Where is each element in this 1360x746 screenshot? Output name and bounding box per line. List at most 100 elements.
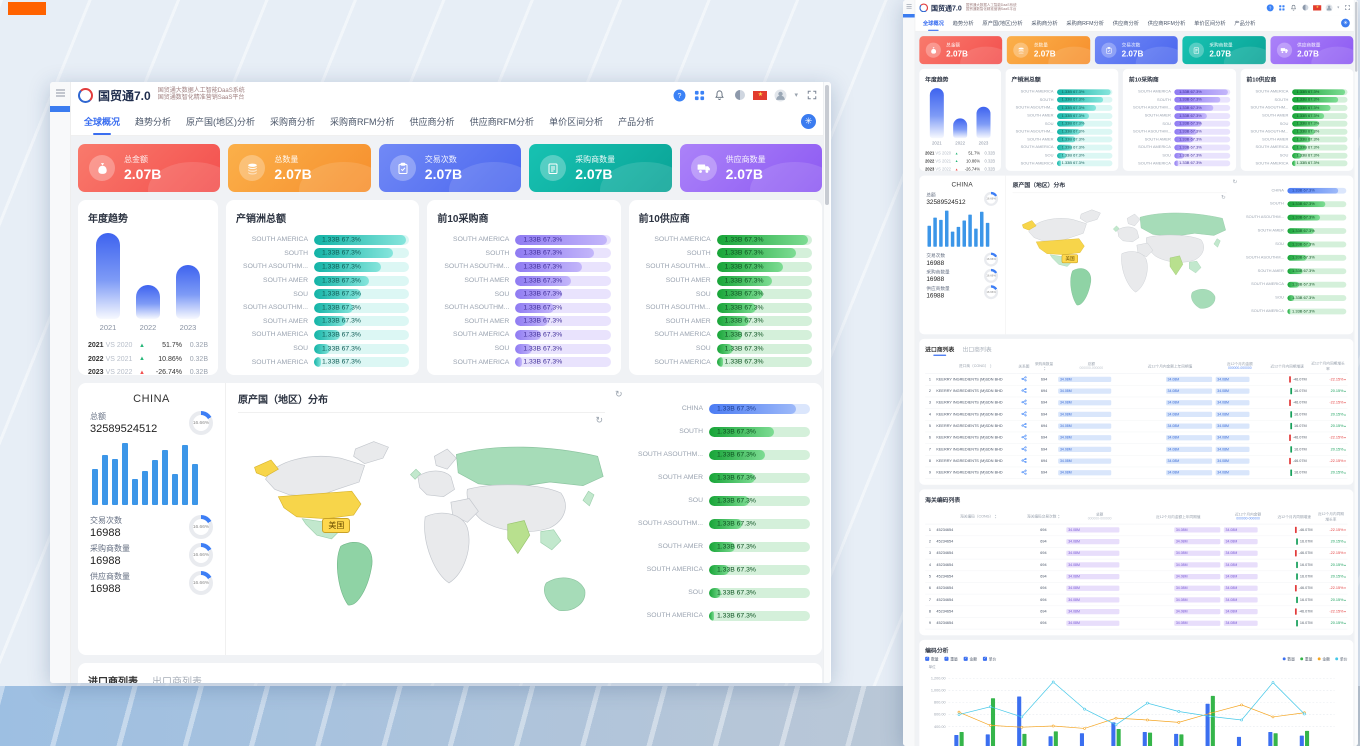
rank-row[interactable]: SOUTH AMER 1.33B 67.3% [236,274,410,288]
table-row[interactable]: 4 45234654 694 34.08M 34.08M 34.08M 16.0… [925,559,1348,572]
rank-row[interactable]: SOU 1.33B 67.3% [437,342,611,356]
col-count[interactable]: 海关编码交易次数▲ ▼ [1022,508,1065,525]
customs-code[interactable]: 45234654 [934,617,1023,630]
hamburger-icon[interactable] [55,89,65,97]
company-name[interactable]: KEERRY INGREDIENTS (M)SDN BHD [934,408,1017,421]
table-row[interactable]: 9 KEERRY INGREDIENTS (M)SDN BHD 694 34.0… [925,466,1348,479]
kpi-card-total-amount[interactable]: 总金额 2.07B [78,144,221,192]
country-rank-row[interactable]: SOUTH AMERICA 1.33B 67.3% [1234,278,1347,291]
expand-icon[interactable] [1343,4,1351,12]
nav-tab[interactable]: 趋势分析 [952,20,974,27]
table-row[interactable]: 4 KEERRY INGREDIENTS (M)SDN BHD 694 34.0… [925,408,1348,421]
rank-row[interactable]: SOUTH ASOUTHM... 1.33B 67.3% [1246,128,1348,136]
company-name[interactable]: KEERRY INGREDIENTS (M)SDN BHD [934,420,1017,433]
customs-code[interactable]: 45234654 [934,547,1023,560]
company-name[interactable]: KEERRY INGREDIENTS (M)SDN BHD [934,373,1017,386]
theme-icon[interactable] [733,89,746,102]
nav-tab[interactable]: 单价区间分析 [549,117,604,127]
col-amount[interactable]: 总额 000000-000000 [1064,508,1135,525]
annual-bar[interactable] [136,284,160,319]
table-row[interactable]: 9 45234654 694 34.08M 34.08M 34.08M 16.0… [925,617,1348,630]
rank-row[interactable]: SOUTH ASOUTHM... 1.33B 67.3% [236,260,410,274]
relation-graph-icon[interactable] [1016,396,1032,409]
chevron-down-icon[interactable]: ▾ [1337,5,1340,10]
legend-checkbox-item[interactable]: 重量 [944,656,958,661]
rank-row[interactable]: SOUTH AMERICA 1.33B 67.3% [1129,144,1231,152]
kpi-card-total-quantity[interactable]: 总数量 2.07B [1007,36,1091,65]
rank-row[interactable]: SOU 1.33B 67.3% [1129,120,1231,128]
table-row[interactable]: 1 KEERRY INGREDIENTS (M)SDN BHD 694 34.0… [925,373,1348,386]
kpi-card-transactions[interactable]: 交易次数 2.07B [378,144,522,192]
rank-row[interactable]: SOUTH 1.33B 67.3% [236,247,410,261]
refresh-icon[interactable]: ↻ [615,389,623,399]
checkbox-icon[interactable] [963,656,968,661]
legend-series-item[interactable]: 金额 [1317,656,1330,661]
rank-row[interactable]: SOUTH AMER 1.33B 67.3% [639,315,812,329]
apps-icon[interactable] [693,89,706,102]
country-rank-row[interactable]: SOUTH AMERICA 1.33B 67.3% [617,558,810,581]
tab-exporter-list[interactable]: 出口商列表 [962,347,992,354]
annual-bar[interactable] [953,118,968,139]
skin-theme-icon[interactable]: ✳ [801,114,816,129]
col-recent[interactable]: 近12个月内金额 000000-000000 [1222,508,1275,525]
relation-graph-icon[interactable] [1016,385,1032,398]
world-map[interactable]: ↻ [1013,193,1227,332]
scrollbar-thumb[interactable] [1355,1,1358,72]
help-icon[interactable]: ? [1266,4,1275,12]
table-row[interactable]: 5 KEERRY INGREDIENTS (M)SDN BHD 694 34.0… [925,420,1348,433]
expand-icon[interactable] [805,89,818,102]
customs-code[interactable]: 45234654 [934,559,1023,572]
sort-icon[interactable]: ▲ ▼ [1043,365,1046,371]
rank-row[interactable]: SOUTH AMER 1.33B 67.3% [437,315,611,329]
annual-bar[interactable] [176,264,200,319]
country-rank-row[interactable]: SOUTH ASOUTHM... 1.33B 67.3% [617,512,810,535]
rank-row[interactable]: SOU 1.33B 67.3% [1246,152,1348,160]
country-rank-row[interactable]: SOUTH ASOUTHM... 1.33B 67.3% [1234,211,1347,224]
bell-icon[interactable] [1290,4,1298,12]
col-name[interactable]: 进口商（CONG）▲ ▼ [934,358,1017,374]
rank-row[interactable]: SOUTH ASOUTHM... 1.33B 67.3% [1011,104,1113,112]
table-row[interactable]: 7 45234654 694 34.08M 34.08M 34.08M 16.0… [925,594,1348,607]
relation-graph-icon[interactable] [1016,466,1032,479]
company-name[interactable]: KEERRY INGREDIENTS (M)SDN BHD [934,466,1017,479]
avatar[interactable] [774,89,787,102]
rank-row[interactable]: SOUTH ASOUTHM... 1.33B 67.3% [1129,104,1231,112]
company-name[interactable]: KEERRY INGREDIENTS (M)SDN BHD [934,396,1017,409]
country-rank-row[interactable]: CHINA 1.33B 67.3% [617,397,810,420]
country-rank-row[interactable]: SOU 1.33B 67.3% [1234,291,1347,304]
rank-row[interactable]: SOUTH AMERICA 1.33B 67.3% [1246,159,1348,167]
rank-row[interactable]: SOU 1.33B 67.3% [1011,152,1113,160]
nav-tab[interactable]: 采购商RFM分析 [1066,20,1104,27]
country-rank-row[interactable]: CHINA 1.33B 67.3% [1234,184,1347,197]
rank-row[interactable]: SOUTH AMERICA 1.33B 67.3% [1246,144,1348,152]
rank-row[interactable]: SOUTH 1.33B 67.3% [1246,96,1348,104]
rank-row[interactable]: SOUTH AMERICA 1.33B 67.3% [1011,159,1113,167]
rank-row[interactable]: SOUTH ASOUTHM... 1.33B 67.3% [1011,128,1113,136]
chevron-down-icon[interactable]: ▾ [794,92,798,99]
bell-icon[interactable] [713,89,726,102]
rank-row[interactable]: SOUTH ASOUTHM... 1.33B 67.3% [236,301,410,315]
col-recent[interactable]: 近12个月内金额 000000-000000 [1213,358,1266,374]
legend-series-item[interactable]: 重量 [1300,656,1312,661]
nav-tab[interactable]: 采购商RFM分析 [330,117,395,127]
nav-tab[interactable]: 趋势分析 [135,117,172,127]
annual-bar[interactable] [96,233,120,319]
table-row[interactable]: 2 45234654 694 34.08M 34.08M 34.08M 16.0… [925,535,1348,548]
country-rank-row[interactable]: SOUTH AMER 1.33B 67.3% [1234,224,1347,237]
annual-bar[interactable] [976,106,991,139]
rank-row[interactable]: SOUTH AMERICA 1.33B 67.3% [1129,88,1231,96]
checkbox-icon[interactable] [925,656,930,661]
tab-exporter-list[interactable]: 出口商列表 [152,677,202,683]
rank-row[interactable]: SOU 1.33B 67.3% [236,287,410,301]
rank-row[interactable]: SOUTH AMERICA 1.33B 67.3% [639,355,812,369]
rank-row[interactable]: SOUTH AMER 1.33B 67.3% [437,274,611,288]
country-rank-row[interactable]: SOUTH AMERICA 1.33B 67.3% [617,604,810,627]
country-rank-row[interactable]: SOUTH AMER 1.33B 67.3% [617,466,810,489]
rank-row[interactable]: SOU 1.33B 67.3% [437,287,611,301]
country-rank-row[interactable]: SOUTH AMER 1.33B 67.3% [1234,264,1347,277]
legend-series-item[interactable]: 数量 [1282,656,1295,661]
company-name[interactable]: KEERRY INGREDIENTS (M)SDN BHD [934,385,1017,398]
rank-row[interactable]: SOUTH ASOUTHM... 1.33B 67.3% [437,260,611,274]
relation-graph-icon[interactable] [1016,431,1032,444]
customs-code[interactable]: 45234654 [934,524,1023,537]
